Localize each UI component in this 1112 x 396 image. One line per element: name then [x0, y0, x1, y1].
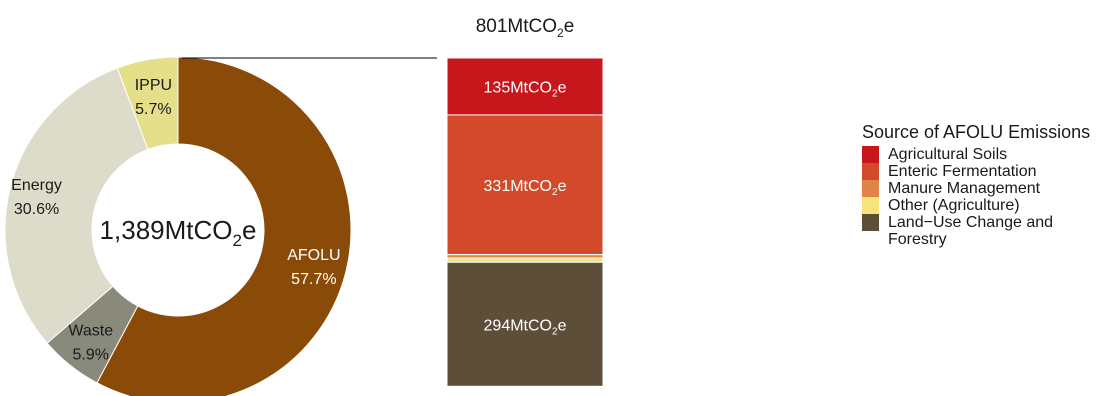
donut-label-afolu: AFOLU — [287, 247, 340, 264]
legend-label: Other (Agriculture) — [888, 197, 1020, 214]
stack-segment-label-0: 135MtCO2​e — [484, 79, 567, 99]
legend-label: Agricultural Soils — [888, 146, 1008, 163]
donut-pct-ippu: 5.7% — [135, 101, 171, 118]
donut-pct-energy: 30.6% — [14, 201, 59, 218]
stack-segment-4 — [446, 261, 604, 387]
donut-slice-afolu — [96, 56, 352, 396]
donut-pct-afolu: 57.7% — [291, 271, 336, 288]
afolu-stacked-bar: 801MtCO2​e 135MtCO2​e 331MtCO2​e 294MtCO2​e — [446, 16, 604, 387]
legend-swatch — [862, 197, 879, 214]
donut-pct-waste: 5.9% — [73, 346, 109, 363]
sector-donut-chart: AFOLU 57.7% Waste 5.9% Energy 30.6% IPPU 5.7% 1,… — [4, 56, 352, 396]
legend-item: Enteric Fermentation — [862, 163, 1090, 180]
legend-swatch — [862, 214, 879, 231]
stack-segment-2 — [446, 254, 604, 259]
legend-item: Other (Agriculture) — [862, 197, 1090, 214]
legend-item: Land−Use Change and Forestry — [862, 214, 1090, 248]
legend-label: Land−Use Change and Forestry — [888, 214, 1054, 248]
legend-swatch — [862, 146, 879, 163]
donut-center-total: 1,389MtCO2​e — [100, 215, 257, 250]
legend-label: Manure Management — [888, 180, 1041, 197]
stack-segment-label-1: 331MtCO2​e — [484, 178, 567, 198]
legend-title: Source of AFOLU Emissions — [862, 122, 1091, 142]
donut-slice-energy — [4, 67, 149, 344]
stack-segment-label-4: 294MtCO2​e — [484, 317, 567, 337]
legend-item: Manure Management — [862, 180, 1090, 197]
legend-swatch — [862, 163, 879, 180]
stack-segment-1 — [446, 114, 604, 256]
legend-label: Enteric Fermentation — [888, 163, 1037, 180]
legend-item: Agricultural Soils — [862, 146, 1090, 163]
donut-slice-ippu — [116, 56, 179, 151]
stack-segment-3 — [446, 257, 604, 263]
legend-items: Agricultural Soils Enteric Fermentation Ma… — [862, 146, 1090, 248]
legend-swatch — [862, 180, 879, 197]
afolu-source-legend: Source of AFOLU Emissions Agricultural S… — [862, 122, 1090, 248]
stack-segment-0 — [446, 57, 604, 116]
donut-label-energy: Energy — [11, 177, 62, 194]
stack-total-label: 801MtCO2​e — [476, 16, 575, 40]
donut-label-waste: Waste — [68, 322, 113, 339]
donut-label-ippu: IPPU — [135, 77, 172, 94]
